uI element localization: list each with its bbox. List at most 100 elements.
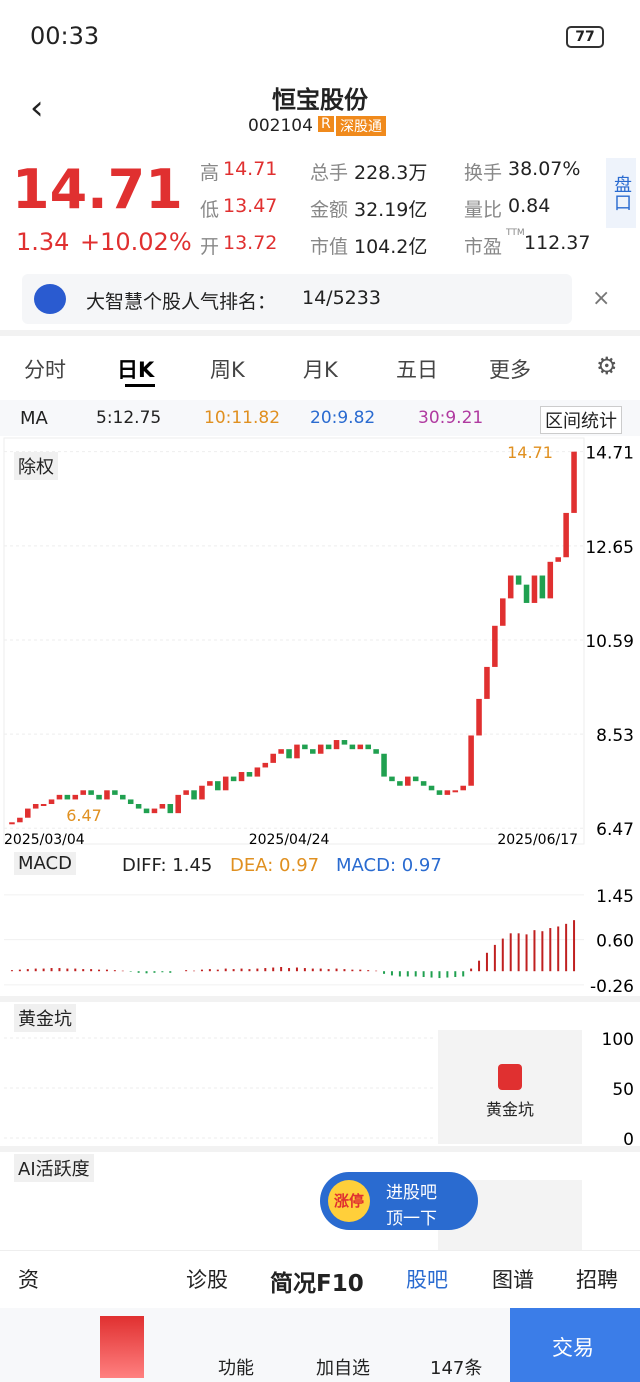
candle	[96, 794, 102, 800]
candle	[484, 666, 490, 699]
tab[interactable]: 更多	[489, 358, 531, 382]
tag: 深股通	[336, 116, 386, 136]
tab[interactable]: 周K	[210, 358, 245, 382]
y-tick-label: 0	[623, 1130, 634, 1150]
candle	[317, 744, 324, 754]
ma-item: 20:9.82	[310, 408, 376, 428]
candle	[48, 799, 55, 805]
candle	[349, 744, 356, 750]
close-button[interactable]: ×	[592, 286, 611, 311]
candle	[531, 575, 538, 603]
y-tick-label: 100	[602, 1030, 634, 1050]
stat-value: 38.07%	[508, 158, 581, 180]
tab[interactable]: 分时	[24, 358, 66, 382]
candle	[373, 749, 379, 754]
change-pct: +10.02%	[80, 228, 192, 256]
candle	[17, 817, 23, 823]
tab[interactable]: 日K	[117, 358, 155, 382]
kline-tag[interactable]: 除权	[14, 452, 58, 480]
bottom-tab[interactable]: 简况F10	[270, 1271, 364, 1297]
tab-underline	[125, 384, 155, 387]
candle	[167, 804, 174, 814]
stat-value: 0.84	[508, 195, 551, 217]
lock-icon	[498, 1064, 522, 1090]
stat-value: 13.72	[223, 232, 278, 254]
ma-label[interactable]: MA	[20, 408, 48, 429]
candle	[397, 781, 403, 786]
stat-value: 32.19亿	[354, 199, 428, 221]
side-tab[interactable]: 盘口	[606, 158, 636, 228]
stat-value: 228.3万	[354, 162, 428, 184]
candle	[270, 753, 276, 763]
candle	[238, 772, 245, 782]
toolbar-item[interactable]: 加自选	[316, 1358, 370, 1379]
candle	[420, 781, 427, 786]
candle	[405, 776, 411, 786]
battery: 77	[566, 26, 604, 48]
settings-button[interactable]: ⚙	[596, 352, 618, 380]
macd-label[interactable]: MACD	[14, 852, 76, 875]
candle	[476, 698, 482, 736]
toolbar-item[interactable]: 147条	[430, 1358, 483, 1379]
gold-label[interactable]: 黄金坑	[14, 1004, 76, 1032]
y-tick-label: 12.65	[585, 538, 634, 558]
stat-value: 112.37	[524, 232, 591, 254]
x-tick-label: 2025/06/17	[497, 832, 578, 848]
candle	[325, 744, 332, 750]
bottom-tab[interactable]: 招聘	[576, 1268, 618, 1292]
stat-label: 低	[200, 199, 220, 221]
low-label: 6.47	[66, 806, 102, 825]
stat-value: 14.71	[223, 158, 278, 180]
x-tick-label: 2025/04/24	[249, 832, 330, 848]
ai-label[interactable]: AI活跃度	[14, 1154, 94, 1182]
bottom-tabs	[0, 1250, 640, 1309]
y-tick-label: 6.47	[596, 820, 634, 840]
bottom-tab[interactable]: 资	[18, 1268, 39, 1292]
stat-label: 市盈	[464, 236, 503, 258]
toolbar-item[interactable]: 功能	[218, 1358, 254, 1379]
badge: 涨停	[328, 1180, 370, 1222]
change: 1.34	[16, 228, 70, 256]
ma-item: 10:11.82	[204, 408, 281, 428]
y-tick-label: -0.26	[590, 977, 634, 997]
bubble-line: 顶一下	[386, 1209, 437, 1229]
candle	[56, 794, 63, 800]
tag: R	[318, 116, 334, 132]
candle	[515, 575, 522, 585]
candle	[381, 753, 387, 777]
candle	[112, 790, 118, 795]
stock-code: 002104	[248, 116, 313, 136]
candle	[143, 808, 150, 814]
ranking-label: 大智慧个股人气排名：	[86, 291, 277, 313]
back-button[interactable]: ‹	[30, 88, 44, 128]
candle	[40, 804, 47, 807]
tab[interactable]: 月K	[303, 358, 338, 382]
ranking-bar[interactable]	[22, 274, 572, 324]
ma-bar	[0, 400, 640, 436]
bottom-tab[interactable]: 图谱	[492, 1268, 534, 1292]
trade-button[interactable]	[510, 1308, 640, 1382]
candle	[357, 744, 364, 750]
bottom-tab[interactable]: 诊股	[186, 1268, 228, 1292]
candle	[254, 767, 261, 777]
range-button[interactable]: 区间统计	[540, 406, 622, 434]
candle	[151, 808, 158, 814]
y-tick-label: 14.71	[585, 444, 634, 464]
candle	[302, 744, 308, 750]
ranking-value: 14/5233	[302, 287, 381, 309]
candle	[468, 735, 474, 786]
status-time: 00:33	[30, 22, 100, 50]
bottom-tab[interactable]: 股吧	[406, 1268, 448, 1292]
x-tick-label: 2025/03/04	[4, 832, 85, 848]
candle	[230, 776, 237, 782]
high-label: 14.71	[507, 443, 553, 462]
candle	[215, 781, 221, 791]
y-tick-label: 10.59	[585, 632, 634, 652]
stat-label: 高	[200, 162, 220, 184]
tab[interactable]: 五日	[396, 358, 438, 382]
candle	[135, 804, 142, 809]
divider	[0, 1146, 640, 1152]
dea: DEA: 0.97	[230, 855, 320, 876]
candle	[389, 776, 395, 782]
